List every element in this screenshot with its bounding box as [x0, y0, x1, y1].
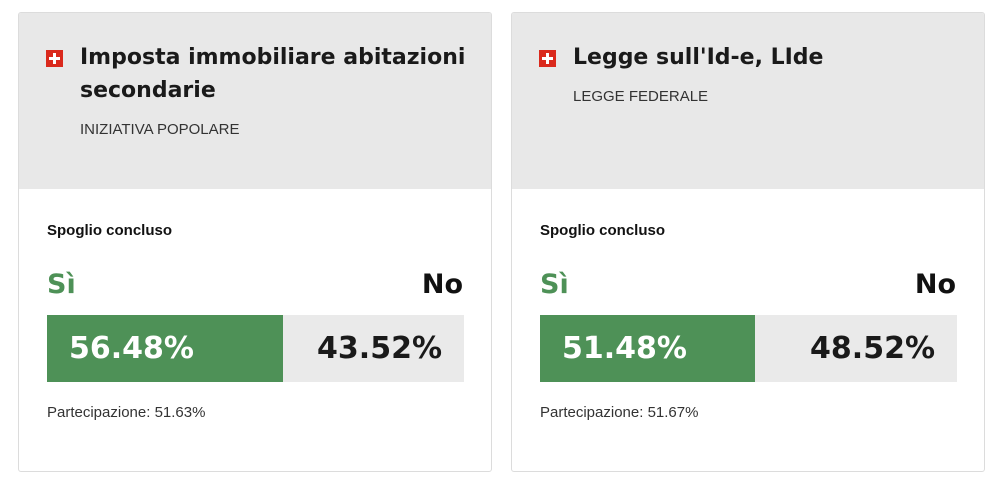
vote-type: LEGGE FEDERALE [573, 88, 709, 105]
no-percentage: 48.52% [810, 331, 935, 366]
yes-label: Sì [540, 269, 569, 300]
no-label: No [914, 269, 956, 300]
yes-percentage: 51.48% [562, 331, 687, 366]
card-header: Imposta immobiliare abitazioni secondari… [19, 13, 491, 189]
vote-card-1: Imposta immobiliare abitazioni secondari… [18, 12, 492, 472]
result-bar: 51.48% 48.52% [540, 315, 957, 382]
swiss-flag-icon [539, 50, 556, 67]
vote-type: INIZIATIVA POPOLARE [80, 121, 240, 138]
count-status: Spoglio concluso [47, 222, 173, 239]
yes-bar-fill [47, 315, 283, 382]
yes-label: Sì [47, 269, 76, 300]
vote-title: Legge sull'Id-e, LIde [573, 45, 824, 70]
result-bar: 56.48% 43.52% [47, 315, 464, 382]
card-header: Legge sull'Id-e, LIde LEGGE FEDERALE [512, 13, 984, 189]
swiss-flag-icon [46, 50, 63, 67]
yes-percentage: 56.48% [69, 331, 194, 366]
vote-card-2: Legge sull'Id-e, LIde LEGGE FEDERALE Spo… [511, 12, 985, 472]
count-status: Spoglio concluso [540, 222, 666, 239]
yes-bar-fill [540, 315, 755, 382]
vote-title: Imposta immobiliare abitazioni secondari… [80, 45, 466, 103]
turnout: Partecipazione: 51.67% [540, 404, 699, 421]
turnout: Partecipazione: 51.63% [47, 404, 206, 421]
no-label: No [421, 269, 463, 300]
no-percentage: 43.52% [317, 331, 442, 366]
